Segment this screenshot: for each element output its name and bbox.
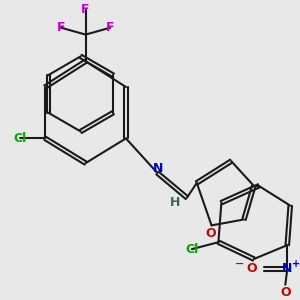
Text: H: H [170,196,180,209]
Text: Cl: Cl [13,132,26,145]
Text: Cl: Cl [185,243,199,256]
Text: F: F [106,21,114,34]
Text: O: O [247,262,257,275]
Text: N: N [282,262,292,275]
Text: O: O [205,227,216,240]
Text: F: F [81,3,90,16]
Text: −: − [234,259,244,269]
Text: +: + [292,259,300,269]
Text: O: O [280,286,291,299]
Text: N: N [153,162,164,175]
Text: F: F [57,21,65,34]
